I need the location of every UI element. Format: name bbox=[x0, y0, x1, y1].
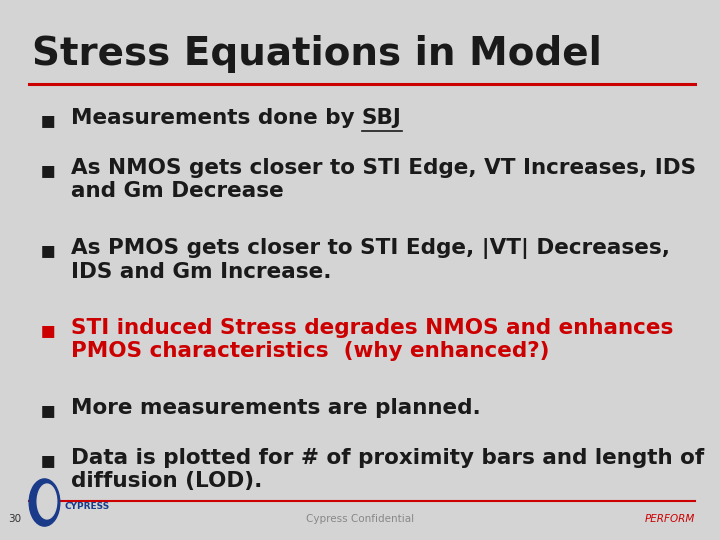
Text: Data is plotted for # of proximity bars and length of
diffusion (LOD).: Data is plotted for # of proximity bars … bbox=[71, 448, 704, 491]
Text: ▪: ▪ bbox=[40, 238, 56, 262]
Text: ▪: ▪ bbox=[40, 318, 56, 342]
Text: STI induced Stress degrades NMOS and enhances
PMOS characteristics  (why enhance: STI induced Stress degrades NMOS and enh… bbox=[71, 318, 673, 361]
Text: ▪: ▪ bbox=[40, 108, 56, 132]
Text: PERFORM: PERFORM bbox=[644, 514, 695, 524]
Text: ▪: ▪ bbox=[40, 448, 56, 472]
Text: 30: 30 bbox=[9, 514, 22, 524]
Text: Measurements done by: Measurements done by bbox=[71, 108, 361, 128]
Ellipse shape bbox=[30, 479, 60, 526]
Text: More measurements are planned.: More measurements are planned. bbox=[71, 398, 480, 418]
Text: Cypress Confidential: Cypress Confidential bbox=[306, 514, 414, 524]
Text: Stress Equations in Model: Stress Equations in Model bbox=[32, 35, 602, 73]
Text: ▪: ▪ bbox=[40, 158, 56, 182]
Text: CYPRESS: CYPRESS bbox=[64, 502, 109, 511]
Ellipse shape bbox=[37, 484, 57, 519]
Text: As NMOS gets closer to STI Edge, VT Increases, IDS
and Gm Decrease: As NMOS gets closer to STI Edge, VT Incr… bbox=[71, 158, 696, 201]
Text: As PMOS gets closer to STI Edge, |VT| Decreases,
IDS and Gm Increase.: As PMOS gets closer to STI Edge, |VT| De… bbox=[71, 238, 670, 282]
Text: SBJ: SBJ bbox=[361, 108, 402, 128]
Text: ▪: ▪ bbox=[40, 398, 56, 422]
